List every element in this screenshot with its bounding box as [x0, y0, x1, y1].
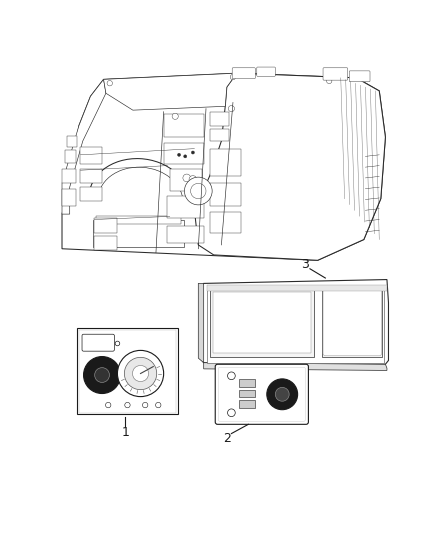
Circle shape	[276, 387, 289, 401]
Circle shape	[184, 177, 212, 205]
Bar	[78, 328, 177, 414]
Circle shape	[183, 174, 191, 182]
Circle shape	[326, 78, 332, 84]
Bar	[170, 169, 202, 191]
Bar	[210, 128, 229, 141]
Circle shape	[191, 151, 194, 154]
FancyBboxPatch shape	[257, 67, 276, 76]
FancyBboxPatch shape	[218, 367, 305, 421]
Bar	[67, 136, 77, 147]
Circle shape	[124, 357, 157, 390]
Bar	[207, 286, 384, 363]
Circle shape	[142, 402, 148, 408]
Bar	[81, 169, 102, 183]
Circle shape	[267, 379, 298, 410]
Bar	[167, 196, 205, 218]
Polygon shape	[204, 363, 387, 370]
Circle shape	[228, 409, 235, 417]
Bar	[239, 390, 254, 398]
Polygon shape	[194, 73, 385, 260]
Circle shape	[125, 402, 130, 408]
Bar	[210, 149, 240, 175]
Bar	[164, 114, 204, 137]
Text: 2: 2	[223, 432, 231, 446]
Circle shape	[132, 366, 148, 382]
Bar	[210, 183, 240, 206]
Bar	[94, 218, 117, 233]
FancyBboxPatch shape	[232, 68, 255, 78]
Polygon shape	[62, 79, 106, 214]
Text: 1: 1	[121, 425, 129, 439]
FancyBboxPatch shape	[215, 364, 308, 424]
FancyBboxPatch shape	[323, 68, 348, 80]
Bar	[94, 237, 117, 251]
Circle shape	[177, 154, 180, 156]
Bar	[62, 169, 76, 183]
Circle shape	[172, 113, 178, 119]
Circle shape	[230, 75, 236, 80]
Polygon shape	[198, 284, 204, 363]
Bar	[167, 225, 205, 243]
Circle shape	[191, 183, 206, 199]
Circle shape	[228, 106, 234, 112]
Circle shape	[115, 341, 120, 346]
Bar	[239, 379, 254, 386]
Polygon shape	[103, 73, 237, 110]
Bar	[164, 142, 204, 164]
Circle shape	[106, 402, 111, 408]
FancyBboxPatch shape	[82, 334, 114, 351]
Bar	[96, 216, 180, 224]
Circle shape	[117, 350, 164, 397]
Bar	[81, 147, 102, 164]
Bar	[79, 329, 176, 413]
Bar	[81, 187, 102, 201]
Bar	[210, 112, 229, 126]
Bar	[210, 289, 314, 357]
Circle shape	[189, 175, 197, 183]
Bar	[213, 292, 311, 353]
Bar	[62, 189, 76, 206]
Circle shape	[95, 368, 110, 383]
Bar	[322, 289, 382, 357]
Circle shape	[155, 402, 161, 408]
Bar	[65, 150, 76, 163]
Text: 3: 3	[300, 259, 308, 271]
Polygon shape	[201, 280, 389, 364]
Polygon shape	[62, 73, 385, 260]
Circle shape	[107, 80, 113, 86]
Bar	[207, 285, 387, 291]
Bar	[239, 400, 254, 408]
Circle shape	[184, 155, 187, 158]
Circle shape	[228, 372, 235, 379]
Bar	[93, 220, 184, 247]
Circle shape	[84, 357, 120, 393]
Bar	[210, 212, 240, 233]
FancyBboxPatch shape	[323, 289, 381, 356]
FancyBboxPatch shape	[349, 71, 370, 82]
